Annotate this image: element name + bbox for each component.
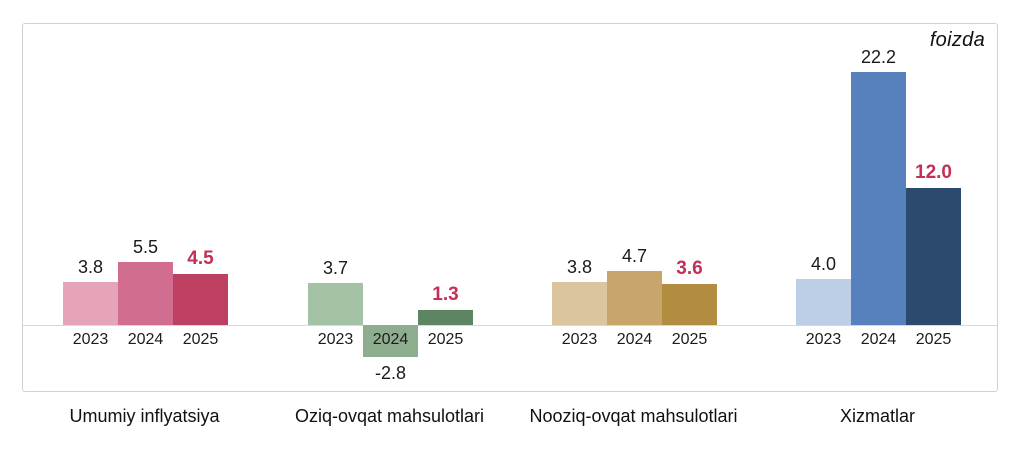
value-label-2024-group4: 22.2 xyxy=(860,46,897,67)
year-tick-2024-group4: 2024 xyxy=(860,331,897,348)
year-tick-2025-group4: 2025 xyxy=(915,331,952,348)
bar-2023-group3 xyxy=(552,281,607,325)
value-label-2025-group2: 1.3 xyxy=(432,284,459,306)
year-tick-2025-group1: 2025 xyxy=(182,331,219,348)
year-tick-2024-group2: 2024 xyxy=(372,331,409,348)
bar-2024-group1 xyxy=(118,262,173,325)
value-label-2023-group3: 3.8 xyxy=(566,256,593,277)
value-label-2023-group2: 3.7 xyxy=(322,257,349,278)
bar-2024-group3 xyxy=(607,271,662,325)
bar-2025-group3 xyxy=(662,283,717,325)
value-label-2025-group3: 3.6 xyxy=(676,257,703,279)
year-tick-2023-group2: 2023 xyxy=(317,331,354,348)
bar-2024-group4 xyxy=(851,71,906,325)
bar-2024-group2 xyxy=(363,325,418,357)
value-label-2024-group1: 5.5 xyxy=(132,237,159,258)
year-tick-2023-group3: 2023 xyxy=(561,331,598,348)
bar-2023-group1 xyxy=(63,281,118,325)
year-tick-2023-group4: 2023 xyxy=(805,331,842,348)
value-label-2023-group1: 3.8 xyxy=(77,256,104,277)
bar-2023-group2 xyxy=(308,282,363,325)
bar-2025-group4 xyxy=(906,188,961,325)
category-label-group2: Oziq-ovqat mahsulotlari xyxy=(294,406,485,426)
value-label-2025-group1: 4.5 xyxy=(187,247,214,269)
chart-plot-area: foizda 3.8 2023 5.5 2024 4.5 2025 3.7 2023 -2.8 2… xyxy=(22,23,998,392)
bar-2025-group2 xyxy=(418,310,473,325)
value-label-2025-group4: 12.0 xyxy=(915,162,952,184)
year-tick-2023-group1: 2023 xyxy=(72,331,109,348)
year-tick-2024-group3: 2024 xyxy=(616,331,653,348)
value-label-2024-group2: -2.8 xyxy=(374,362,407,383)
bar-2025-group1 xyxy=(173,273,228,325)
category-label-group3: Nooziq-ovqat mahsulotlari xyxy=(529,406,738,426)
value-label-2024-group3: 4.7 xyxy=(621,246,648,267)
unit-label: foizda xyxy=(929,29,985,51)
value-label-2023-group4: 4.0 xyxy=(810,254,837,275)
year-tick-2024-group1: 2024 xyxy=(127,331,164,348)
year-tick-2025-group2: 2025 xyxy=(427,331,464,348)
category-label-group4: Xizmatlar xyxy=(839,406,916,426)
bar-2023-group4 xyxy=(796,279,851,325)
x-axis-line xyxy=(23,325,997,326)
category-label-group1: Umumiy inflyatsiya xyxy=(69,406,220,426)
year-tick-2025-group3: 2025 xyxy=(671,331,708,348)
